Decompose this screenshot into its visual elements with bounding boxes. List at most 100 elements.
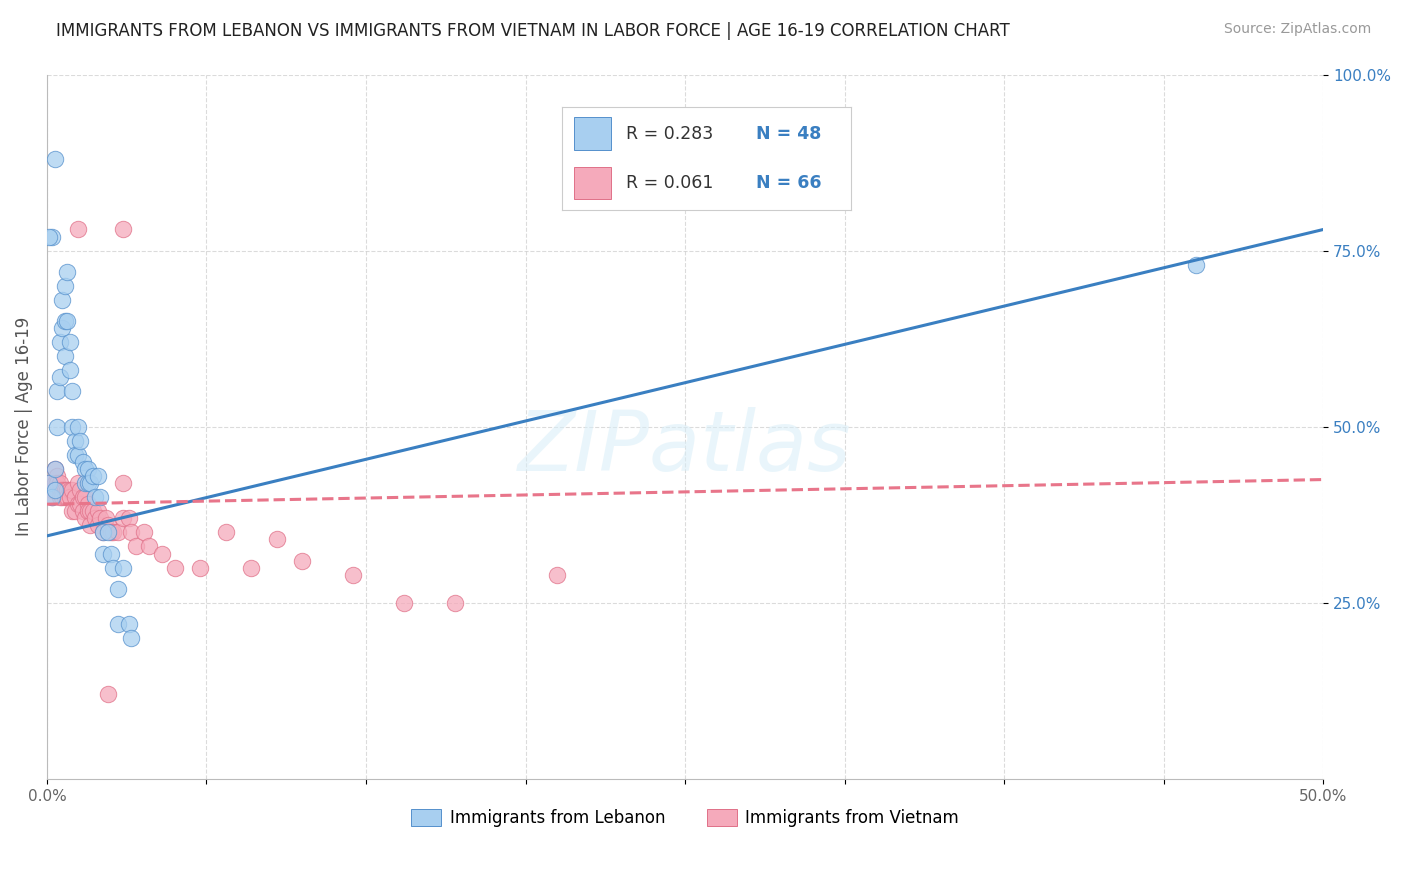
Point — [132, 525, 155, 540]
Point — [546, 567, 568, 582]
Point — [75, 511, 97, 525]
Point — [72, 490, 94, 504]
Point — [69, 497, 91, 511]
Point — [51, 483, 73, 497]
Point — [51, 490, 73, 504]
Point — [112, 222, 135, 236]
Point — [46, 469, 69, 483]
Point — [91, 525, 114, 540]
Point — [112, 511, 135, 525]
Point — [163, 560, 186, 574]
Point — [107, 525, 129, 540]
Point — [51, 293, 73, 307]
Text: R = 0.061: R = 0.061 — [626, 174, 713, 192]
Point — [46, 384, 69, 399]
Point — [1184, 258, 1206, 272]
Point — [89, 511, 111, 525]
Point — [63, 448, 86, 462]
Point — [59, 335, 82, 350]
Point — [79, 476, 101, 491]
Point — [89, 490, 111, 504]
Point — [44, 152, 66, 166]
Point — [41, 483, 63, 497]
Point — [59, 490, 82, 504]
Text: IMMIGRANTS FROM LEBANON VS IMMIGRANTS FROM VIETNAM IN LABOR FORCE | AGE 16-19 CO: IMMIGRANTS FROM LEBANON VS IMMIGRANTS FR… — [56, 22, 1010, 40]
Point — [91, 547, 114, 561]
FancyBboxPatch shape — [574, 167, 612, 199]
Point — [41, 229, 63, 244]
Point — [87, 504, 110, 518]
Point — [59, 483, 82, 497]
Point — [75, 476, 97, 491]
Point — [84, 511, 107, 525]
Point — [97, 518, 120, 533]
Point — [342, 567, 364, 582]
Point — [76, 476, 98, 491]
Legend: Immigrants from Lebanon, Immigrants from Vietnam: Immigrants from Lebanon, Immigrants from… — [405, 803, 966, 834]
Point — [46, 476, 69, 491]
Point — [72, 455, 94, 469]
Point — [44, 462, 66, 476]
Text: N = 66: N = 66 — [755, 174, 821, 192]
Point — [97, 687, 120, 701]
Point — [62, 419, 84, 434]
Point — [82, 469, 104, 483]
Point — [87, 518, 110, 533]
Point — [214, 525, 236, 540]
Text: ZIPatlas: ZIPatlas — [519, 408, 852, 488]
Point — [48, 370, 70, 384]
Point — [150, 547, 173, 561]
Text: N = 48: N = 48 — [755, 125, 821, 143]
Point — [41, 490, 63, 504]
Point — [138, 540, 160, 554]
Point — [82, 504, 104, 518]
Point — [38, 229, 60, 244]
Point — [53, 490, 76, 504]
Point — [76, 504, 98, 518]
Point — [56, 265, 79, 279]
Point — [48, 483, 70, 497]
Point — [53, 278, 76, 293]
Point — [41, 490, 63, 504]
Point — [66, 448, 89, 462]
Point — [53, 349, 76, 363]
Point — [75, 462, 97, 476]
Point — [62, 483, 84, 497]
Point — [44, 483, 66, 497]
Point — [66, 476, 89, 491]
Point — [62, 384, 84, 399]
Point — [38, 476, 60, 491]
Point — [76, 462, 98, 476]
Point — [66, 497, 89, 511]
Point — [66, 222, 89, 236]
Point — [66, 419, 89, 434]
Point — [444, 596, 467, 610]
Point — [63, 434, 86, 448]
Point — [48, 490, 70, 504]
Point — [63, 490, 86, 504]
Point — [107, 616, 129, 631]
Point — [291, 553, 314, 567]
Point — [75, 490, 97, 504]
Point — [62, 504, 84, 518]
Point — [266, 533, 288, 547]
Point — [120, 525, 142, 540]
Point — [44, 476, 66, 491]
Point — [76, 497, 98, 511]
Point — [240, 560, 263, 574]
Point — [63, 504, 86, 518]
Point — [117, 616, 139, 631]
Point — [48, 476, 70, 491]
Point — [56, 483, 79, 497]
Point — [125, 540, 148, 554]
Point — [394, 596, 416, 610]
Point — [107, 582, 129, 596]
Point — [87, 469, 110, 483]
Point — [97, 525, 120, 540]
Point — [91, 525, 114, 540]
Point — [100, 525, 122, 540]
Point — [112, 476, 135, 491]
Y-axis label: In Labor Force | Age 16-19: In Labor Force | Age 16-19 — [15, 317, 32, 536]
Point — [53, 314, 76, 328]
Point — [79, 518, 101, 533]
